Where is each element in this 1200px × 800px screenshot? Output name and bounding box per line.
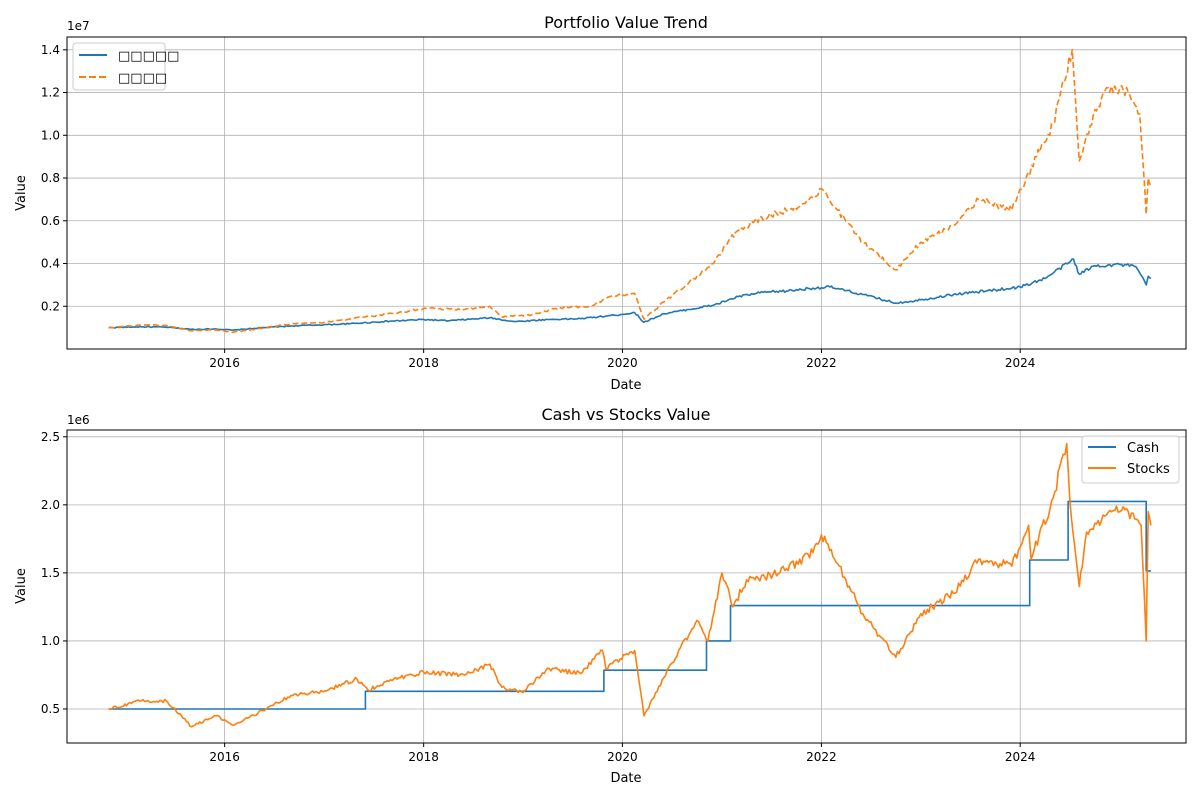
y-tick-label: 0.2 [41, 299, 60, 313]
y-axis-ticks: 0.5 1.0 1.5 2.0 2.5 [41, 430, 67, 716]
x-tick-label: 2022 [806, 356, 837, 370]
x-axis-ticks: 2016 2018 2020 2022 2024 [209, 743, 1035, 764]
legend-label-series-1: Cash [1127, 441, 1159, 456]
plot-area-frame [66, 429, 1187, 744]
legend-label-series-1: □□□□□ [118, 49, 179, 64]
y-tick-label: 1.2 [41, 86, 60, 100]
y-tick-label: 1.4 [41, 43, 60, 57]
portfolio-value-chart: Portfolio Value Trend 1e7 2016 2018 2020 20… [14, 13, 1187, 393]
y-tick-label: 0.4 [41, 257, 60, 271]
chart-title: Portfolio Value Trend [544, 13, 708, 32]
series-line-2 [108, 49, 1152, 334]
y-tick-label: 1.0 [41, 634, 60, 648]
y-tick-label: 0.5 [41, 702, 60, 716]
x-tick-label: 2024 [1005, 750, 1036, 764]
y-tick-label: 0.8 [41, 171, 60, 185]
y-offset-label: 1e6 [67, 413, 90, 427]
series-line-1 [108, 500, 1151, 710]
cash-vs-stocks-chart: Cash vs Stocks Value 1e6 2016 2018 2020 202… [14, 405, 1187, 786]
y-tick-label: 2.5 [41, 430, 60, 444]
x-tick-label: 2024 [1005, 356, 1036, 370]
grid [67, 37, 1186, 349]
x-axis-label: Date [610, 771, 641, 786]
series-lines [108, 442, 1152, 728]
series-lines [108, 49, 1152, 334]
y-offset-label: 1e7 [67, 19, 90, 33]
legend-label-series-2: Stocks [1127, 462, 1170, 477]
x-tick-label: 2022 [806, 750, 837, 764]
chart-title: Cash vs Stocks Value [541, 405, 710, 424]
x-axis-label: Date [610, 378, 641, 393]
y-axis-label: Value [14, 175, 29, 211]
x-tick-label: 2020 [607, 750, 638, 764]
y-tick-label: 0.6 [41, 214, 60, 228]
legend: Cash Stocks [1081, 435, 1180, 484]
y-axis-label: Value [14, 568, 29, 604]
series-line-2 [108, 442, 1152, 728]
y-tick-label: 2.0 [41, 498, 60, 512]
legend-label-series-2: □□□□ [118, 71, 167, 86]
y-tick-label: 1.5 [41, 566, 60, 580]
x-tick-label: 2018 [408, 356, 439, 370]
plot-area-frame [66, 36, 1187, 350]
y-tick-label: 1.0 [41, 128, 60, 142]
legend: □□□□□ □□□□ [72, 42, 179, 91]
x-tick-label: 2020 [607, 356, 638, 370]
x-tick-label: 2016 [209, 356, 240, 370]
series-line-1 [108, 258, 1152, 331]
x-tick-label: 2018 [408, 750, 439, 764]
y-axis-ticks: 0.2 0.4 0.6 0.8 1.0 1.2 1.4 [41, 43, 67, 313]
x-tick-label: 2016 [209, 750, 240, 764]
x-axis-ticks: 2016 2018 2020 2022 2024 [209, 349, 1035, 370]
